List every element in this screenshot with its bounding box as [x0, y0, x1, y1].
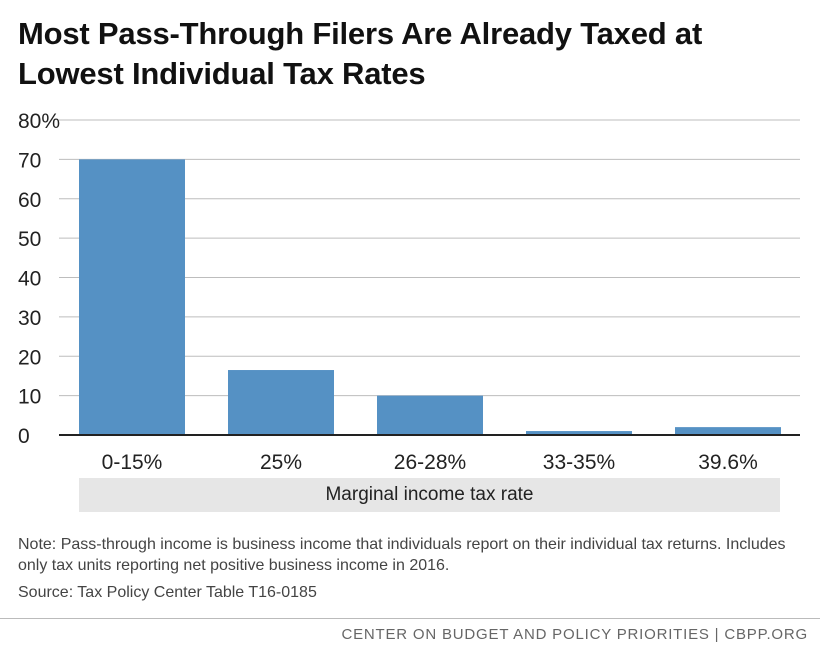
x-axis-label: Marginal income tax rate	[79, 478, 780, 512]
bar-chart: 0 10 20 30 40 50 60 70 80% 0-15% 25% 26-28% 33-35% 3…	[18, 110, 800, 472]
x-axis-ticks: 0-15% 25% 26-28% 33-35% 39.6%	[102, 451, 758, 472]
bar	[79, 159, 185, 435]
y-tick-label: 70	[18, 149, 41, 172]
bar	[377, 395, 483, 435]
bars	[79, 159, 781, 435]
chart-title: Most Pass-Through Filers Are Already Tax…	[18, 16, 703, 91]
y-tick-label: 10	[18, 386, 41, 409]
footer-divider	[0, 618, 820, 619]
x-tick-label: 25%	[260, 451, 302, 472]
y-tick-label: 0	[18, 425, 30, 448]
y-tick-label: 20	[18, 346, 41, 369]
y-tick-label: 80%	[18, 110, 60, 133]
y-tick-label: 30	[18, 307, 41, 330]
y-tick-label: 50	[18, 228, 41, 251]
bar	[526, 431, 632, 435]
y-axis-ticks: 0 10 20 30 40 50 60 70 80%	[18, 110, 60, 448]
chart-note: Note: Pass-through income is business in…	[18, 536, 786, 574]
x-tick-label: 33-35%	[543, 451, 615, 472]
x-tick-label: 39.6%	[698, 451, 758, 472]
x-tick-label: 0-15%	[102, 451, 163, 472]
x-tick-label: 26-28%	[394, 451, 466, 472]
y-tick-label: 40	[18, 268, 41, 291]
bar	[228, 370, 334, 435]
y-tick-label: 60	[18, 189, 41, 212]
footer-credit: CENTER ON BUDGET AND POLICY PRIORITIES |…	[341, 626, 808, 643]
bar	[675, 427, 781, 435]
chart-source: Source: Tax Policy Center Table T16-0185	[18, 584, 317, 601]
